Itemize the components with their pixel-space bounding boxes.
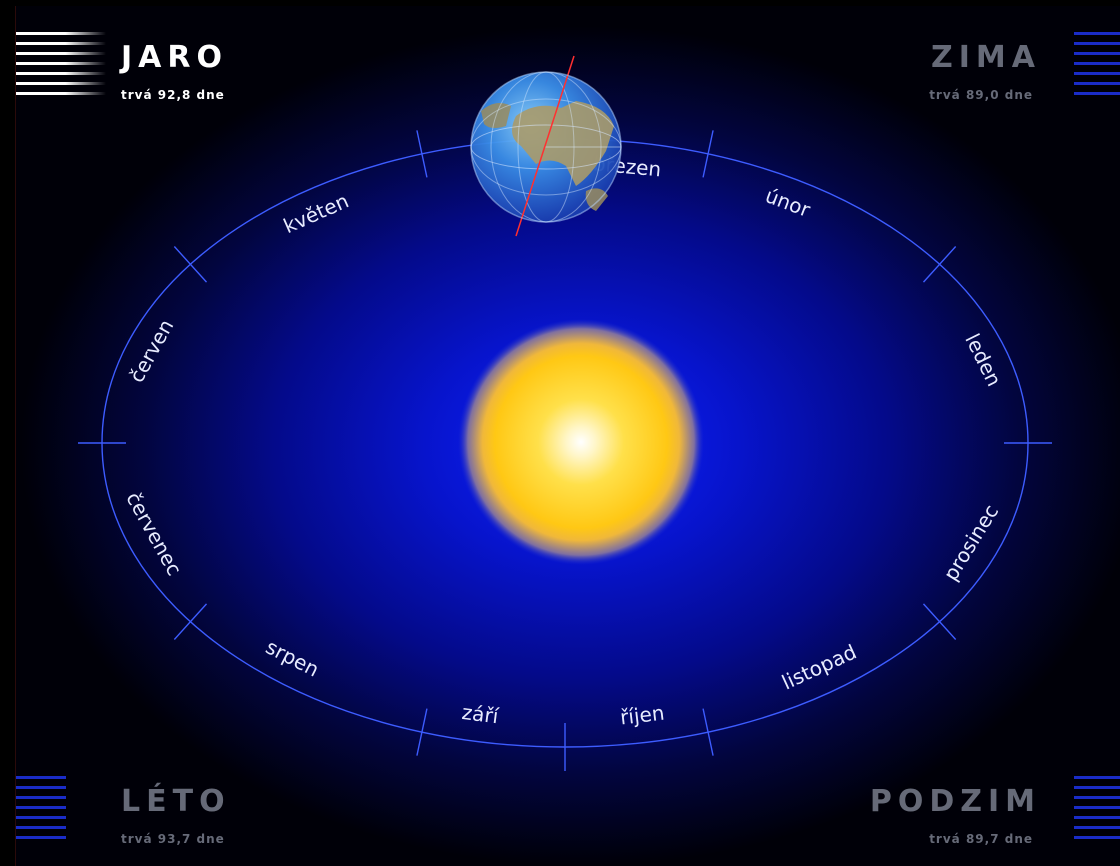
season-autumn-title: PODZIM — [869, 784, 1041, 819]
month-tick-10 — [173, 246, 208, 283]
season-spring-title: JARO — [121, 40, 228, 75]
month-tick-8 — [173, 603, 208, 640]
month-tick-2 — [922, 246, 957, 283]
month-label-rijen: říjen — [619, 701, 666, 730]
winter-stripes — [1074, 32, 1120, 102]
month-tick-7 — [416, 708, 428, 756]
season-spring-duration: trvá 92,8 dne — [121, 88, 225, 102]
season-summer-title: LÉTO — [121, 784, 231, 819]
month-label-listopad: listopad — [778, 640, 860, 695]
month-label-srpen: srpen — [262, 635, 323, 682]
season-autumn-duration: trvá 89,7 dne — [929, 832, 1033, 846]
earth-globe-icon — [470, 55, 622, 237]
month-label-unor: únor — [762, 183, 814, 222]
month-tick-11 — [416, 130, 428, 178]
month-tick-1 — [702, 130, 714, 178]
season-summer-duration: trvá 93,7 dne — [121, 832, 225, 846]
autumn-stripes — [1074, 776, 1120, 846]
month-label-cerven: červen — [124, 315, 178, 386]
orbit-svg: březenúnorledenprosineclistopadříjenzáří… — [78, 55, 1052, 771]
month-tick-4 — [922, 603, 957, 640]
season-winter-duration: trvá 89,0 dne — [929, 88, 1033, 102]
orbit-diagram: březen únor leden prosinec listopad říjen září… — [15, 6, 1120, 866]
month-label-prosinec: prosinec — [938, 500, 1003, 585]
spring-highlight-stripes — [16, 32, 106, 102]
season-winter-title: ZIMA — [931, 40, 1041, 75]
month-tick-5 — [702, 708, 714, 756]
sun-icon — [458, 319, 704, 565]
month-label-zari: září — [460, 700, 501, 729]
month-label-kveten: květen — [280, 189, 352, 239]
summer-stripes — [16, 776, 66, 846]
month-label-cervenec: červenec — [121, 488, 186, 580]
